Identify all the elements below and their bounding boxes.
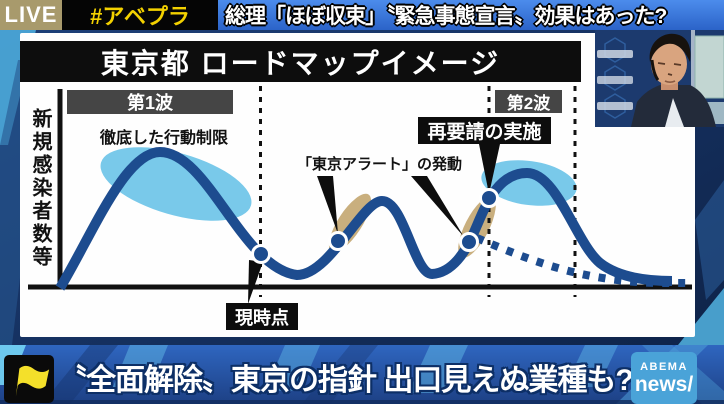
current-point-annotation: 現時点 bbox=[226, 303, 298, 330]
wall-edge bbox=[691, 30, 695, 127]
shirt bbox=[665, 98, 684, 127]
person bbox=[631, 33, 716, 127]
callout-pointers bbox=[248, 144, 500, 304]
alert-pointer-2 bbox=[411, 176, 464, 237]
face-features bbox=[657, 62, 682, 76]
face bbox=[651, 43, 687, 85]
hashtag-badge: #アベプラ bbox=[62, 0, 218, 30]
bottom-headline: 〝全面解除〟東京の指針 出口見えぬ業種も? bbox=[57, 364, 634, 397]
yellow-flag-icon bbox=[15, 365, 50, 397]
rerequest-pointer bbox=[479, 144, 500, 194]
alert-marker-1 bbox=[328, 231, 348, 251]
wall-panels bbox=[597, 50, 633, 110]
top-headline: 総理「ほぼ収束」〝緊急事態宣言〟効果はあった? bbox=[218, 0, 724, 30]
studio-screen bbox=[694, 35, 724, 99]
y-axis-label: 新規感染者数等 bbox=[29, 108, 51, 269]
now-pointer bbox=[248, 260, 263, 304]
commentator-scene bbox=[595, 30, 724, 127]
restriction-annotation: 徹底した行動制限 bbox=[100, 130, 229, 147]
curve-markers bbox=[251, 188, 499, 264]
live-badge: LIVE bbox=[0, 0, 62, 30]
board-title: 東京都 ロードマップイメージ bbox=[20, 41, 581, 82]
commentator-video bbox=[595, 30, 724, 127]
mouth bbox=[664, 80, 676, 84]
abema-news-logo: ABEMA news/ bbox=[631, 352, 697, 404]
infection-wave-curve bbox=[55, 147, 673, 291]
now-marker bbox=[251, 244, 271, 264]
backdrop-stripe bbox=[695, 180, 724, 300]
hair bbox=[649, 33, 691, 62]
alert-pointer-1 bbox=[317, 176, 338, 234]
wave2-section-label: 第2波 bbox=[495, 90, 562, 113]
logo-line2: news/ bbox=[634, 372, 694, 396]
tokyo-alert-annotation: 「東京アラート」の発動 bbox=[297, 156, 463, 173]
alert-marker-2 bbox=[459, 232, 479, 252]
wave1-section-label: 第1波 bbox=[67, 90, 233, 114]
chyron-band: 〝全面解除〟東京の指針 出口見えぬ業種も? ABEMA news/ bbox=[0, 345, 724, 404]
rerequest-marker bbox=[479, 188, 499, 208]
logo-line1: ABEMA bbox=[640, 360, 688, 373]
topic-flag-box bbox=[4, 355, 54, 403]
top-bar: LIVE #アベプラ 総理「ほぼ収束」〝緊急事態宣言〟効果はあった? bbox=[0, 0, 724, 30]
hair-side bbox=[650, 59, 660, 81]
rerequest-annotation: 再要請の実施 bbox=[418, 117, 551, 144]
roadmap-chart bbox=[28, 86, 692, 304]
whiteboard: 東京都 ロードマップイメージ 新規感染者数等 第1波 第2波 徹底した行動制限 … bbox=[20, 33, 695, 337]
